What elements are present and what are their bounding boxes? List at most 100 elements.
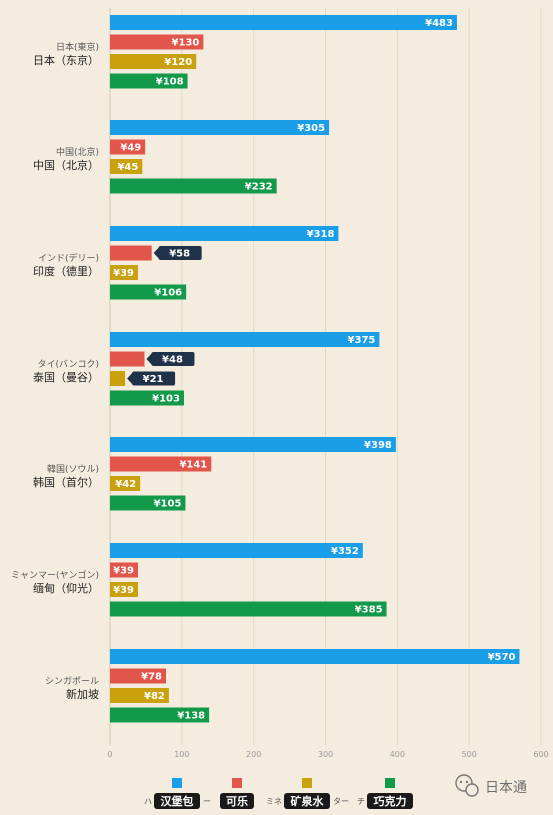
- bars: ¥483 ¥130 ¥120 ¥108 ¥305 ¥49 ¥45 ¥232 ¥318 ¥58 ¥39…: [110, 15, 520, 723]
- bar: [110, 245, 152, 261]
- x-tick-label: 0: [107, 750, 112, 759]
- bar: [110, 562, 139, 578]
- category-labels: 日本(東京)日本（东京） 中国(北京)中国（北京） インド(デリー)印度（德里） タイ…: [11, 41, 99, 701]
- bar: [110, 456, 212, 472]
- bar-value-label: ¥570: [488, 652, 516, 663]
- bar-value-label: ¥375: [348, 335, 376, 346]
- legend-label: 矿泉水: [291, 794, 325, 808]
- bar-value-label: ¥58: [169, 249, 190, 260]
- bar: [110, 649, 520, 664]
- watermark: 日本通: [455, 774, 527, 797]
- bar-value-label: ¥103: [152, 394, 180, 405]
- x-tick-label: 600: [533, 750, 548, 759]
- category-label-cn: 韩国（首尔）: [33, 475, 99, 489]
- bar-value-label: ¥385: [355, 605, 383, 616]
- category-label-jp: 韓国(ソウル): [47, 464, 99, 475]
- bar-value-label: ¥78: [141, 672, 162, 683]
- bar-value-label: ¥39: [113, 268, 134, 279]
- legend-label: 可乐: [226, 794, 248, 808]
- category-label-cn: 新加坡: [66, 687, 99, 701]
- legend-label-bg: [367, 793, 413, 809]
- x-tick-label: 200: [246, 750, 261, 759]
- bar-value-label: ¥106: [154, 288, 182, 299]
- bar-value-label: ¥120: [164, 57, 192, 68]
- bar: [110, 54, 197, 69]
- category-label-jp: インド(デリー): [38, 252, 99, 264]
- bar-value-label: ¥48: [162, 355, 183, 366]
- x-tick-label: 400: [390, 750, 405, 759]
- category-label-cn: 日本（东京）: [33, 53, 99, 67]
- legend-swatch: [385, 778, 395, 788]
- bar-value-label: ¥108: [156, 77, 184, 88]
- bar: [110, 73, 188, 89]
- bar: [110, 351, 145, 367]
- bar: [110, 120, 330, 135]
- legend-swatch: [232, 778, 242, 788]
- bar: [110, 15, 457, 30]
- x-axis-ticks: 0 100 200 300 400 500 600: [107, 750, 548, 759]
- bar-value-label: ¥21: [143, 374, 164, 385]
- bar: [110, 707, 210, 723]
- value-callout: ¥21: [127, 371, 176, 386]
- legend-label-jp: ミネ: [266, 797, 282, 806]
- bar: [110, 668, 167, 684]
- bar-value-label: ¥105: [154, 499, 182, 510]
- bar-value-label: ¥141: [179, 460, 207, 471]
- bar: [110, 371, 126, 386]
- bar: [110, 178, 277, 194]
- bar-value-label: ¥138: [177, 711, 205, 722]
- bar: [110, 332, 380, 347]
- category-label-cn: 缅甸（仰光）: [33, 581, 99, 595]
- category-label-cn: 印度（德里）: [33, 264, 99, 278]
- bar-value-label: ¥39: [113, 566, 134, 577]
- bar: [110, 543, 363, 558]
- bar: [110, 601, 387, 617]
- x-tick-label: 100: [174, 750, 189, 759]
- category-label-jp: ミャンマー(ヤンゴン): [11, 569, 99, 581]
- bar: [110, 390, 184, 406]
- bar-value-label: ¥42: [115, 479, 136, 490]
- bar-value-label: ¥45: [117, 162, 138, 173]
- bar: [110, 159, 143, 174]
- x-tick-label: 300: [318, 750, 333, 759]
- bar-value-label: ¥39: [113, 585, 134, 596]
- bar-value-label: ¥305: [297, 123, 325, 134]
- legend-label-jp: ハ: [144, 797, 152, 806]
- bar: [110, 284, 187, 300]
- wechat-icon: [455, 774, 479, 797]
- legend-swatch: [302, 778, 312, 788]
- legend-label-bg: [220, 793, 254, 809]
- legend: ハ ー汉堡包 可乐 ミネ ター矿泉水 チ巧克力: [144, 778, 413, 809]
- category-label-jp: 中国(北京): [56, 146, 99, 158]
- legend-label-jp: チ: [357, 797, 365, 806]
- bar-value-label: ¥318: [307, 229, 335, 240]
- category-label-cn: 中国（北京）: [33, 158, 99, 172]
- bar: [110, 265, 139, 280]
- legend-label: 汉堡包: [161, 794, 194, 808]
- bar-value-label: ¥49: [120, 143, 141, 154]
- bar: [110, 582, 139, 597]
- legend-label-jp-suffix: ー: [203, 797, 211, 806]
- legend-label: 巧克力: [374, 794, 407, 808]
- category-label-jp: タイ(バンコク): [38, 359, 99, 370]
- bar: [110, 688, 169, 703]
- category-label-jp: 日本(東京): [56, 41, 99, 53]
- bar-value-label: ¥483: [425, 18, 453, 29]
- legend-label-bg: [154, 793, 200, 809]
- bar-value-label: ¥82: [144, 691, 165, 702]
- bar: [110, 437, 396, 452]
- bar-value-label: ¥232: [245, 182, 273, 193]
- legend-label-jp-suffix: ター: [333, 797, 349, 806]
- bar: [110, 139, 146, 155]
- bar-value-label: ¥130: [172, 38, 200, 49]
- category-label-jp: シンガポール: [45, 676, 99, 687]
- bar: [110, 226, 339, 241]
- legend-item: 可乐: [220, 778, 254, 809]
- category-label-cn: 泰国（曼谷）: [33, 370, 99, 384]
- bar: [110, 34, 204, 50]
- legend-swatch: [172, 778, 182, 788]
- value-callout: ¥48: [146, 352, 195, 366]
